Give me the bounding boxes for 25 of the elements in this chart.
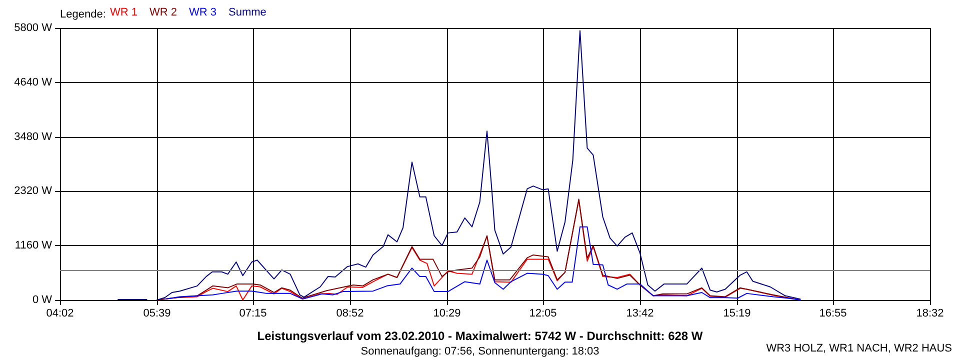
text: Summe bbox=[228, 6, 266, 18]
text: Sonnenaufgang: 07:56, Sonnenuntergang: 18:03 bbox=[360, 346, 600, 358]
text: WR 3 bbox=[189, 6, 216, 18]
x-tick-label: 12:05 bbox=[529, 308, 557, 320]
x-tick-label: 10:29 bbox=[433, 308, 461, 320]
y-tick-label: 1160 W bbox=[14, 240, 53, 252]
y-tick-label: 4640 W bbox=[14, 76, 53, 88]
legend-title: Legende: bbox=[60, 8, 106, 20]
line-series bbox=[164, 226, 801, 300]
x-tick-label: 04:02 bbox=[46, 308, 74, 320]
text: WR 2 bbox=[150, 6, 177, 18]
y-tick-label: 5800 W bbox=[14, 22, 53, 34]
y-tick-label: 2320 W bbox=[14, 185, 53, 198]
x-tick-label: 05:39 bbox=[143, 308, 171, 320]
x-tick-label: 15:19 bbox=[723, 308, 751, 320]
text: Leistungsverlauf vom 23.02.2010 - Maximalwert: 5742 W - Durchschnitt: 628 W bbox=[257, 329, 704, 343]
x-tick-label: 13:42 bbox=[626, 308, 654, 320]
text: WR3 HOLZ, WR1 NACH, WR2 HAUS bbox=[766, 342, 952, 354]
x-tick-label: 08:52 bbox=[336, 308, 364, 320]
x-tick-label: 16:55 bbox=[819, 308, 847, 320]
x-tick-label: 18:32 bbox=[916, 308, 944, 320]
text: WR 1 bbox=[110, 6, 138, 18]
y-tick-label: 0 W bbox=[32, 294, 53, 306]
y-tick-label: 3480 W bbox=[14, 130, 53, 143]
x-tick-label: 07:15 bbox=[239, 308, 267, 320]
